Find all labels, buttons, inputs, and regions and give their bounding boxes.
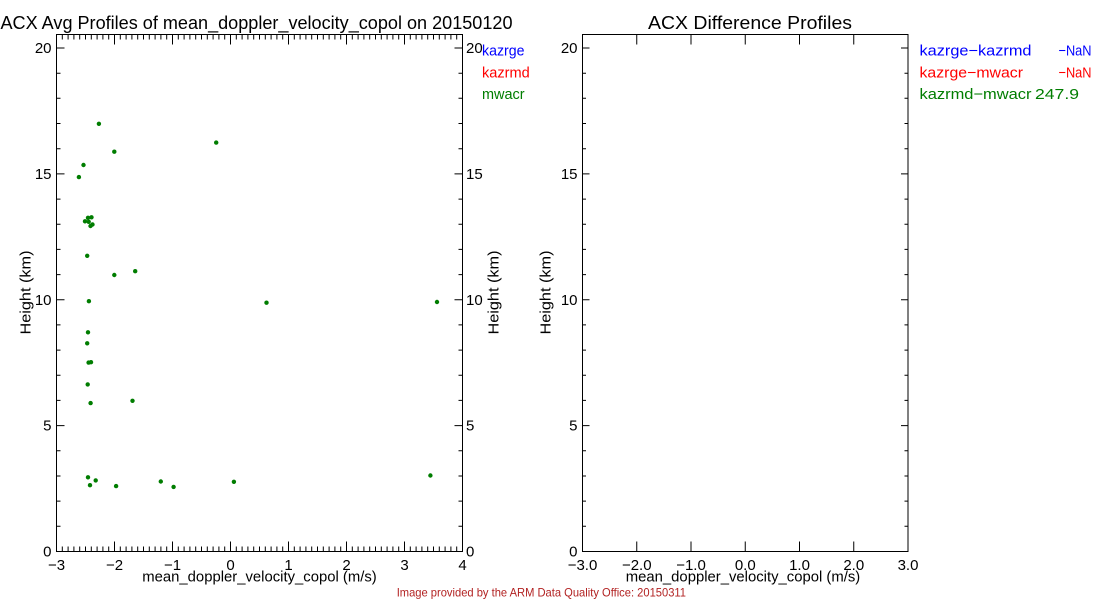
svg-text:2: 2 <box>342 557 350 574</box>
svg-text:0: 0 <box>226 557 234 574</box>
svg-text:Image provided by the ARM Data: Image provided by the ARM Data Quality O… <box>397 585 687 599</box>
svg-text:−NaN: −NaN <box>1059 43 1092 60</box>
svg-text:Height (km): Height (km) <box>18 250 35 334</box>
svg-text:ACX Difference Profiles: ACX Difference Profiles <box>648 13 852 33</box>
svg-text:1.0: 1.0 <box>789 557 810 574</box>
svg-text:−1.0: −1.0 <box>676 557 706 574</box>
svg-text:−2: −2 <box>106 557 123 574</box>
svg-text:−3.0: −3.0 <box>568 557 598 574</box>
svg-text:5: 5 <box>466 418 474 435</box>
svg-text:0: 0 <box>569 544 577 561</box>
svg-text:kazrge−kazrmd: kazrge−kazrmd <box>920 43 1032 60</box>
svg-text:−1: −1 <box>164 557 181 574</box>
svg-text:0: 0 <box>43 544 51 561</box>
svg-text:15: 15 <box>561 166 578 183</box>
svg-text:5: 5 <box>569 418 577 435</box>
svg-text:3.0: 3.0 <box>898 557 919 574</box>
svg-text:10: 10 <box>466 292 483 309</box>
svg-text:Height (km): Height (km) <box>538 250 555 334</box>
svg-text:20: 20 <box>561 40 578 57</box>
svg-text:247.9: 247.9 <box>1035 86 1079 103</box>
svg-text:mwacr: mwacr <box>482 86 525 103</box>
svg-text:2.0: 2.0 <box>843 557 864 574</box>
svg-text:20: 20 <box>466 40 483 57</box>
svg-text:Height (km): Height (km) <box>486 250 503 334</box>
svg-text:0: 0 <box>466 544 474 561</box>
svg-text:0.0: 0.0 <box>735 557 756 574</box>
svg-text:20: 20 <box>35 40 52 57</box>
svg-text:5: 5 <box>43 418 51 435</box>
svg-text:mean_doppler_velocity_copol (m: mean_doppler_velocity_copol (m/s) <box>142 569 377 586</box>
svg-text:kazrge: kazrge <box>482 43 525 60</box>
svg-text:−3: −3 <box>48 557 65 574</box>
svg-text:15: 15 <box>35 166 52 183</box>
svg-text:3: 3 <box>400 557 408 574</box>
svg-text:kazrmd−mwacr: kazrmd−mwacr <box>920 86 1032 103</box>
svg-text:−2.0: −2.0 <box>622 557 652 574</box>
svg-text:kazrge−mwacr: kazrge−mwacr <box>920 65 1024 82</box>
svg-text:1: 1 <box>284 557 292 574</box>
svg-text:4: 4 <box>458 557 466 574</box>
svg-text:10: 10 <box>561 292 578 309</box>
svg-text:mean_doppler_velocity_copol (m: mean_doppler_velocity_copol (m/s) <box>626 569 861 586</box>
svg-text:10: 10 <box>35 292 52 309</box>
svg-text:ACX Avg Profiles of mean_doppl: ACX Avg Profiles of mean_doppler_velocit… <box>1 13 513 34</box>
svg-text:−NaN: −NaN <box>1059 65 1092 82</box>
svg-text:kazrmd: kazrmd <box>482 65 530 82</box>
svg-text:15: 15 <box>466 166 483 183</box>
